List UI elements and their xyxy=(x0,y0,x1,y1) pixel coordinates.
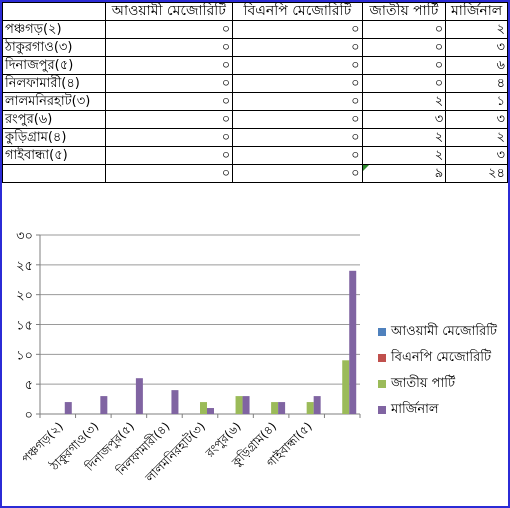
value-cell[interactable]: ০ xyxy=(232,92,363,111)
bar xyxy=(313,396,321,414)
row-label-cell[interactable]: নিলফামারী(৪) xyxy=(2,74,106,93)
bar xyxy=(306,402,314,414)
legend-swatch xyxy=(378,328,386,336)
value-cell[interactable]: ০ xyxy=(232,146,363,165)
value-cell[interactable]: ৯ xyxy=(361,164,447,183)
legend-swatch xyxy=(378,354,386,362)
value-cell[interactable]: ৩ xyxy=(445,38,508,57)
table-row: ঠাকুরগাও(৩) ০ ০ ০ ৩ xyxy=(2,38,508,57)
legend-label: মার্জিনাল xyxy=(391,401,439,417)
column-header[interactable]: আওয়ামী মেজোরিটি xyxy=(104,2,234,21)
value-cell[interactable]: ০ xyxy=(104,164,234,183)
column-header[interactable]: মার্জিনাল xyxy=(445,2,508,21)
y-tick-label: ৫ xyxy=(25,378,33,393)
value-cell[interactable]: ১ xyxy=(445,92,508,111)
column-header[interactable]: বিএনপি মেজোরিটি xyxy=(232,2,363,21)
legend-item: মার্জিনাল xyxy=(378,397,497,423)
bar xyxy=(64,402,72,414)
row-label-cell[interactable]: কুড়িগ্রাম(৪) xyxy=(2,128,106,147)
bar xyxy=(242,396,250,414)
value-cell[interactable]: ০ xyxy=(104,56,234,75)
bar xyxy=(342,360,350,414)
value-cell[interactable]: ৩ xyxy=(361,110,447,129)
legend-item: বিএনপি মেজোরিটি xyxy=(378,345,497,371)
y-tick-label: ০ xyxy=(25,408,33,423)
table-row: দিনাজপুর(৫) ০ ০ ০ ৬ xyxy=(2,56,508,75)
value-cell[interactable]: ০ xyxy=(232,74,363,93)
value-cell[interactable]: ২ xyxy=(361,128,447,147)
row-label-cell[interactable]: গাইবান্ধা(৫) xyxy=(2,146,106,165)
table-row: নিলফামারী(৪) ০ ০ ০ ৪ xyxy=(2,74,508,93)
y-tick-label: ৩০ xyxy=(16,229,33,244)
legend-label: আওয়ামী মেজোরিটি xyxy=(391,323,498,339)
value-cell[interactable]: ০ xyxy=(232,164,363,183)
table-row: গাইবান্ধা(৫) ০ ০ ২ ৩ xyxy=(2,146,508,165)
table-row: রংপুর(৬) ০ ০ ৩ ৩ xyxy=(2,110,508,129)
value-cell[interactable]: ০ xyxy=(232,110,363,129)
row-label-cell[interactable]: পঞ্চগড়(২) xyxy=(2,20,106,39)
table-row: পঞ্চগড়(২) ০ ০ ০ ২ xyxy=(2,20,508,39)
bar-chart: ০৫১০১৫২০২৫৩০পঞ্চগড়(২)ঠাকুরগাও(৩)দিনাজপু… xyxy=(16,229,361,485)
value-cell[interactable]: ০ xyxy=(361,56,447,75)
bar xyxy=(271,402,279,414)
value-cell[interactable]: ০ xyxy=(361,20,447,39)
bar xyxy=(349,270,357,414)
value-cell[interactable]: ৩ xyxy=(445,110,508,129)
value-cell[interactable]: ৩ xyxy=(445,146,508,165)
row-label-cell[interactable]: লালমনিরহাট(৩) xyxy=(2,92,106,111)
table-header-row: আওয়ামী মেজোরিটি বিএনপি মেজোরিটি জাতীয় পা… xyxy=(2,2,508,21)
value-cell[interactable]: ০ xyxy=(104,110,234,129)
bar xyxy=(235,396,243,414)
table-row: কুড়িগ্রাম(৪) ০ ০ ২ ২ xyxy=(2,128,508,147)
value-cell[interactable]: ২ xyxy=(445,128,508,147)
legend-label: বিএনপি মেজোরিটি xyxy=(391,349,492,365)
column-header[interactable] xyxy=(2,2,106,21)
bar xyxy=(171,390,179,414)
legend-swatch xyxy=(378,380,386,388)
row-label-cell[interactable] xyxy=(2,164,106,183)
legend-item: আওয়ামী মেজোরিটি xyxy=(378,319,497,345)
value-cell[interactable]: ০ xyxy=(232,38,363,57)
value-cell[interactable]: ০ xyxy=(232,128,363,147)
value-cell[interactable]: ০ xyxy=(104,92,234,111)
bar xyxy=(135,378,143,414)
row-label-cell[interactable]: দিনাজপুর(৫) xyxy=(2,56,106,75)
y-tick-label: ২৫ xyxy=(16,259,33,274)
value-cell[interactable]: ০ xyxy=(104,128,234,147)
value-cell[interactable]: ০ xyxy=(361,74,447,93)
table-row: লালমনিরহাট(৩) ০ ০ ২ ১ xyxy=(2,92,508,111)
legend-label: জাতীয় পার্টি xyxy=(391,375,456,391)
value-cell[interactable]: ০ xyxy=(361,38,447,57)
bar xyxy=(200,402,207,414)
bar xyxy=(100,396,108,414)
chart-area: ০ ৫ ১০ ১৫ ২০ ২৫ ৩০ পঞ্চগড়(২) ঠাকুরগাও(৩) দিনাজপু… xyxy=(2,211,508,506)
value-cell[interactable]: ০ xyxy=(104,20,234,39)
y-tick-label: ১০ xyxy=(16,348,33,363)
value-cell[interactable]: ২ xyxy=(361,92,447,111)
y-tick-label: ১৫ xyxy=(16,319,33,334)
table-row: ০ ০ ৯ ২৪ xyxy=(2,164,508,183)
value-cell[interactable]: ২ xyxy=(445,20,508,39)
row-label-cell[interactable]: ঠাকুরগাও(৩) xyxy=(2,38,106,57)
legend-item: জাতীয় পার্টি xyxy=(378,371,497,397)
y-tick-label: ২০ xyxy=(16,289,33,304)
chart-legend: আওয়ামী মেজোরিটি বিএনপি মেজোরিটি জাতীয় পা… xyxy=(378,319,497,423)
value-cell[interactable]: ০ xyxy=(104,146,234,165)
value-cell[interactable]: ০ xyxy=(104,38,234,57)
row-label-cell[interactable]: রংপুর(৬) xyxy=(2,110,106,129)
value-cell[interactable]: ০ xyxy=(232,20,363,39)
value-cell[interactable]: ৪ xyxy=(445,74,508,93)
bar xyxy=(278,402,286,414)
column-header[interactable]: জাতীয় পার্টি xyxy=(361,2,447,21)
value-cell[interactable]: ২ xyxy=(361,146,447,165)
legend-swatch xyxy=(378,406,386,414)
value-cell[interactable]: ০ xyxy=(232,56,363,75)
data-table: আওয়ামী মেজোরিটি বিএনপি মেজোরিটি জাতীয় পা… xyxy=(2,2,508,183)
value-cell[interactable]: ২৪ xyxy=(445,164,508,183)
value-cell[interactable]: ০ xyxy=(104,74,234,93)
bar xyxy=(207,408,214,414)
value-cell[interactable]: ৬ xyxy=(445,56,508,75)
